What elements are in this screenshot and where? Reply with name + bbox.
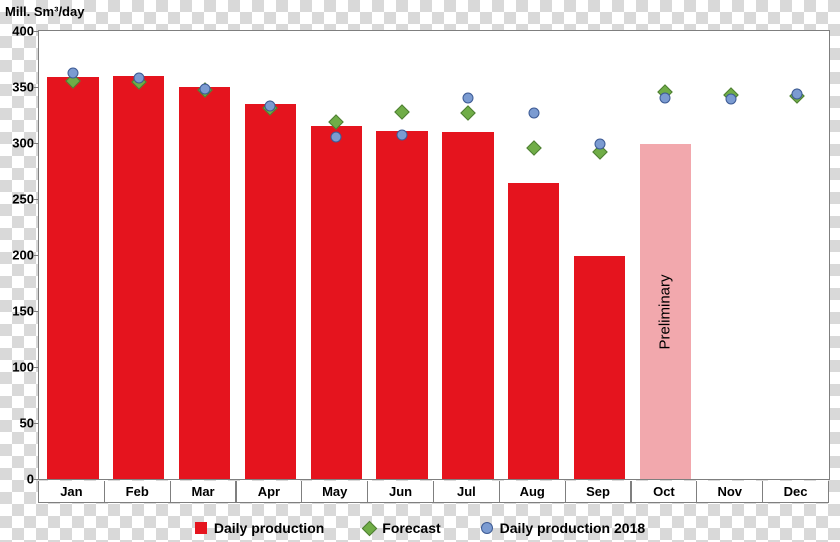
y-tick-label: 300 — [4, 136, 34, 151]
bar-daily-production — [245, 104, 296, 479]
bar-daily-production — [113, 76, 164, 479]
legend: Daily production Forecast Daily producti… — [0, 514, 840, 542]
legend-item-daily-production-2018: Daily production 2018 — [481, 520, 645, 536]
marker-2018 — [133, 72, 144, 83]
marker-2018 — [660, 93, 671, 104]
x-axis-label: Nov — [696, 481, 763, 503]
x-axis-label: May — [301, 481, 368, 503]
x-axis-label: Sep — [565, 481, 632, 503]
preliminary-label: Preliminary — [657, 274, 674, 349]
y-tick-label: 50 — [4, 416, 34, 431]
legend-label: Forecast — [382, 520, 440, 536]
marker-2018 — [726, 94, 737, 105]
legend-item-daily-production: Daily production — [195, 520, 324, 536]
bar-daily-production — [179, 87, 230, 479]
legend-label: Daily production — [214, 520, 324, 536]
x-axis-label: Oct — [631, 481, 698, 503]
gas-production-chart: Mill. Sm³/day 0 50 100 150 200 250 300 350 400 P… — [0, 0, 840, 542]
y-tick-label: 0 — [4, 472, 34, 487]
marker-2018 — [265, 100, 276, 111]
bar-daily-production — [311, 126, 362, 479]
x-axis-label: Mar — [170, 481, 237, 503]
y-tick-label: 250 — [4, 192, 34, 207]
legend-square-icon — [195, 522, 207, 534]
marker-2018 — [331, 132, 342, 143]
bar-daily-production — [574, 256, 625, 479]
marker-2018 — [462, 93, 473, 104]
legend-label: Daily production 2018 — [500, 520, 645, 536]
x-axis-label: Apr — [236, 481, 303, 503]
marker-2018 — [792, 88, 803, 99]
bar-daily-production — [376, 131, 427, 479]
marker-2018 — [397, 130, 408, 141]
marker-2018 — [67, 68, 78, 79]
y-tick-label: 350 — [4, 80, 34, 95]
marker-forecast — [394, 104, 410, 120]
marker-2018 — [594, 139, 605, 150]
bar-daily-production — [47, 77, 98, 479]
y-tick-label: 100 — [4, 360, 34, 375]
x-axis-label: Aug — [499, 481, 566, 503]
marker-forecast — [460, 105, 476, 121]
legend-item-forecast: Forecast — [364, 520, 440, 536]
x-axis-label: Dec — [762, 481, 829, 503]
bar-daily-production — [442, 132, 493, 479]
y-tick-label: 400 — [4, 24, 34, 39]
marker-2018 — [199, 84, 210, 95]
plot-area: Preliminary — [38, 30, 830, 480]
legend-diamond-icon — [362, 520, 378, 536]
legend-circle-icon — [481, 522, 493, 534]
y-tick-label: 200 — [4, 248, 34, 263]
x-axis-label: Feb — [104, 481, 171, 503]
x-axis-label: Jun — [367, 481, 434, 503]
marker-forecast — [526, 141, 542, 157]
marker-2018 — [528, 107, 539, 118]
x-axis-label: Jan — [38, 481, 105, 503]
y-axis-title: Mill. Sm³/day — [5, 4, 84, 19]
bar-daily-production — [508, 183, 559, 479]
y-tick-label: 150 — [4, 304, 34, 319]
x-axis-label: Jul — [433, 481, 500, 503]
